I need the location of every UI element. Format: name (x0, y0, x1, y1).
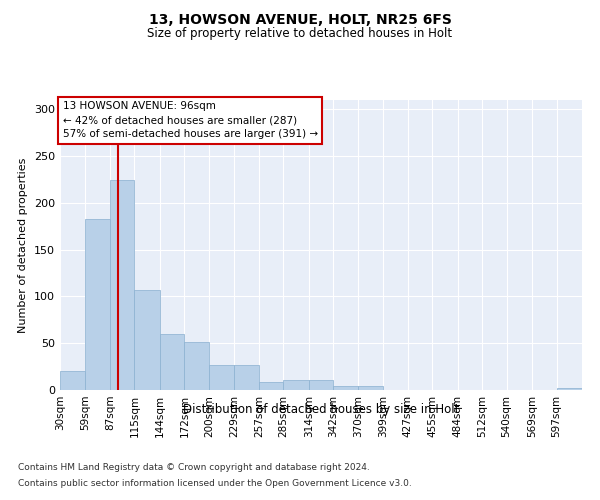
Text: Distribution of detached houses by size in Holt: Distribution of detached houses by size … (183, 402, 459, 415)
Y-axis label: Number of detached properties: Number of detached properties (19, 158, 28, 332)
Bar (283, 380, 309, 390)
Bar (333, 386, 358, 390)
Bar (259, 382, 283, 390)
Bar (60, 372, 85, 390)
Text: 13, HOWSON AVENUE, HOLT, NR25 6FS: 13, HOWSON AVENUE, HOLT, NR25 6FS (149, 12, 451, 26)
Bar (85, 219, 110, 390)
Bar (134, 290, 160, 390)
Bar (358, 386, 383, 390)
Bar (557, 388, 582, 390)
Text: Contains HM Land Registry data © Crown copyright and database right 2024.: Contains HM Land Registry data © Crown c… (18, 464, 370, 472)
Text: 13 HOWSON AVENUE: 96sqm
← 42% of detached houses are smaller (287)
57% of semi-d: 13 HOWSON AVENUE: 96sqm ← 42% of detache… (62, 102, 318, 140)
Bar (234, 364, 259, 390)
Bar (110, 180, 134, 390)
Text: Contains public sector information licensed under the Open Government Licence v3: Contains public sector information licen… (18, 478, 412, 488)
Bar (184, 342, 209, 390)
Text: Size of property relative to detached houses in Holt: Size of property relative to detached ho… (148, 28, 452, 40)
Bar (160, 334, 184, 390)
Bar (209, 364, 234, 390)
Bar (309, 380, 333, 390)
